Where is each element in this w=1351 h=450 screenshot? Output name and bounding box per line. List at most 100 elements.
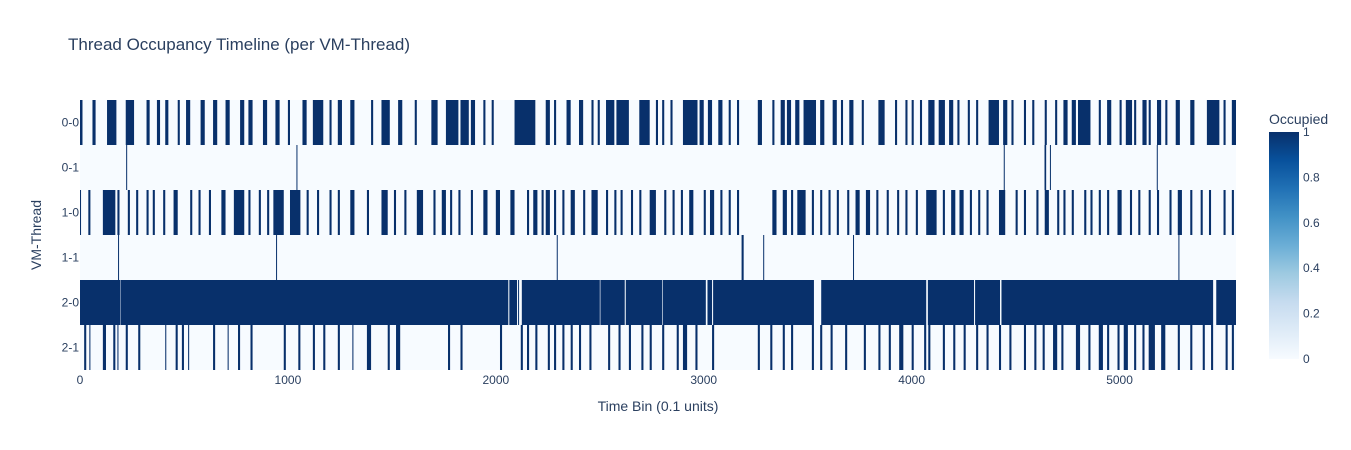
heatmap-cell-1-0 [554,190,557,235]
colorbar-ticks: 0 0.2 0.4 0.6 0.8 1 [1303,125,1320,366]
heatmap-cell-1-1 [741,235,744,280]
heatmap-cell-2-0 [975,280,1001,325]
heatmap-cell-2-1 [213,325,216,370]
heatmap-cell-2-1 [830,325,833,370]
y-tick-label: 0-1 [62,161,80,175]
heatmap-cell-2-1 [117,325,119,370]
heatmap-cell-1-0 [1200,190,1203,235]
heatmap-cell-1-0 [703,190,706,235]
heatmap-cell-2-1 [1009,325,1012,370]
heatmap-cell-0-0 [655,100,658,145]
heatmap-cell-2-1 [791,325,794,370]
heatmap-cell-0-0 [1011,100,1014,145]
heatmap-cell-0-0 [616,100,629,145]
heatmap-cell-1-0 [1190,190,1193,235]
heatmap-cell-0-0 [1098,100,1101,145]
heatmap-cell-1-0 [208,190,211,235]
heatmap-cell-1-0 [689,190,694,235]
heatmap-cell-1-1 [276,235,278,280]
heatmap-cell-2-1 [175,325,178,370]
heatmap-cell-1-0 [127,190,130,235]
heatmap-cell-2-1 [911,325,914,370]
heatmap-cell-1-0 [1023,190,1027,235]
heatmap-cell-2-1 [460,325,463,370]
plot-area [80,100,1236,370]
heatmap-cell-0-0 [225,100,230,145]
heatmap-cell-1-0 [570,190,575,235]
heatmap-cell-1-0 [1044,190,1049,235]
heatmap-cell-1-0 [545,190,550,235]
x-axis-title: Time Bin (0.1 units) [598,398,719,414]
heatmap-cell-0-0 [483,100,486,145]
heatmap-cell-0-0 [156,100,161,145]
heatmap-cell-1-0 [1208,190,1212,235]
x-axis-ticks: 0 1000 2000 3000 4000 5000 [77,373,1134,387]
heatmap-cell-2-0 [625,280,663,325]
heatmap-cell-1-0 [820,190,823,235]
y-tick-label: 1-1 [62,251,80,265]
heatmap-cell-0-0 [832,100,837,145]
heatmap-cell-0-0 [1119,100,1122,145]
heatmap-cell-0-0 [1077,100,1091,145]
x-tick-label: 0 [77,373,84,387]
heatmap-cell-2-1 [986,325,989,370]
colorbar-tick-label: 0 [1303,352,1310,366]
heatmap-cell-2-1 [323,325,326,370]
heatmap-cell-2-1 [250,325,253,370]
heatmap-cell-2-1 [1075,325,1081,370]
heatmap-cell-1-0 [337,190,340,235]
colorbar-tick-label: 0.6 [1303,216,1320,230]
y-tick-label: 1-0 [62,206,80,220]
heatmap-cell-1-0 [441,190,446,235]
heatmap-cell-2-1 [554,325,557,370]
heatmap-cell-1-0 [915,190,918,235]
heatmap-cell-2-0 [821,280,927,325]
heatmap-cell-0-0 [545,100,550,145]
heatmap-cell-0-1 [1044,145,1047,190]
heatmap-cell-2-1 [662,325,665,370]
heatmap-cell-1-0 [366,190,369,235]
heatmap-cell-0-0 [460,100,469,145]
x-tick-label: 2000 [482,373,509,387]
heatmap-cell-1-0 [404,190,407,235]
heatmap-cell-0-0 [662,100,665,145]
heatmap-cell-1-0 [381,190,388,235]
heatmap-cell-1-0 [1036,190,1039,235]
heatmap-cell-0-0 [1142,100,1147,145]
heatmap-cell-1-1 [1178,235,1180,280]
heatmap-cell-0-0 [670,100,673,145]
heatmap-cell-1-0 [1084,190,1087,235]
heatmap-cell-0-0 [381,100,390,145]
heatmap-cell-0-0 [707,100,713,145]
heatmap-cell-2-1 [89,325,91,370]
heatmap-cell-0-0 [371,100,374,145]
heatmap-cell-0-0 [786,100,792,145]
heatmap-cell-2-0 [600,280,625,325]
heatmap-cell-0-0 [302,100,307,145]
heatmap-cell-0-0 [514,100,536,145]
heatmap-cell-2-1 [547,325,550,370]
heatmap-cell-1-0 [1098,190,1101,235]
heatmap-cell-0-0 [976,100,979,145]
heatmap-cell-0-0 [938,100,945,145]
y-tick-label: 2-0 [62,296,80,310]
heatmap-cell-0-0 [895,100,898,145]
heatmap-cell-2-1 [942,325,945,370]
heatmap-cell-0-0 [213,100,218,145]
heatmap-cell-0-0 [262,100,268,145]
heatmap-cell-1-0 [978,190,981,235]
heatmap-cell-1-0 [1090,190,1093,235]
heatmap-cell-1-0 [289,190,301,235]
x-tick-label: 3000 [690,373,717,387]
heatmap-cell-1-0 [639,190,642,235]
heatmap-cell-2-1 [165,325,167,370]
heatmap-cell-0-0 [350,100,355,145]
colorbar: Occupied 0 0.2 0.4 0.6 0.8 1 [1269,111,1328,366]
heatmap-cell-1-0 [1107,190,1110,235]
heatmap-cell-2-1 [608,325,611,370]
heatmap-cell-2-1 [102,325,106,370]
heatmap-cell-0-0 [186,100,191,145]
heatmap-cell-1-0 [483,190,488,235]
